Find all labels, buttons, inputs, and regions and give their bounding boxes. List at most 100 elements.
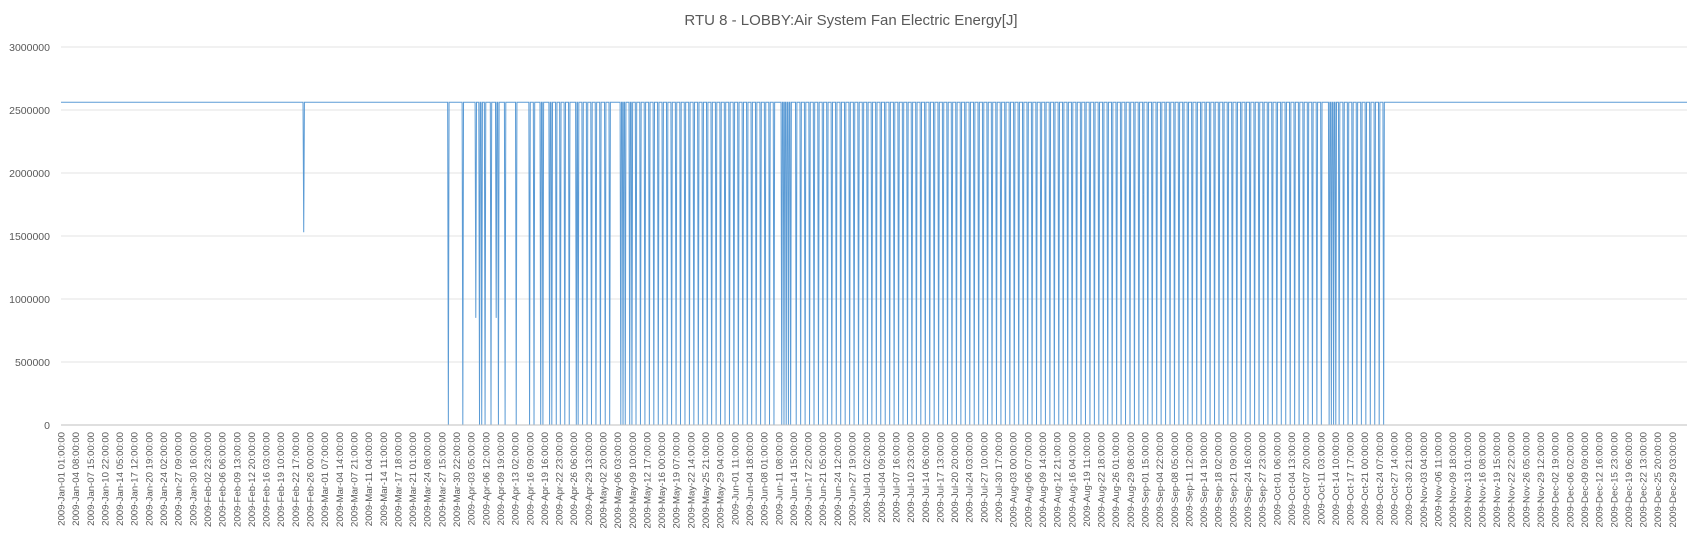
x-tick-label: 2009-Jan-17 12:00:00 bbox=[130, 432, 141, 526]
x-tick-label: 2009-Nov-16 08:00:00 bbox=[1477, 432, 1488, 527]
x-tick-label: 2009-Aug-03 00:00:00 bbox=[1009, 432, 1020, 527]
x-tick-label: 2009-Dec-29 03:00:00 bbox=[1668, 432, 1679, 527]
y-axis-ticks: 0 500000 1000000 1500000 2000000 2500000 30000… bbox=[9, 42, 50, 432]
x-tick-label: 2009-Dec-19 06:00:00 bbox=[1624, 432, 1635, 527]
x-tick-label: 2009-Sep-18 02:00:00 bbox=[1214, 432, 1225, 527]
x-tick-label: 2009-Aug-29 08:00:00 bbox=[1126, 432, 1137, 527]
x-tick-label: 2009-Mar-27 15:00:00 bbox=[437, 432, 448, 527]
x-tick-label: 2009-May-22 14:00:00 bbox=[686, 432, 697, 529]
x-tick-label: 2009-Oct-11 03:00:00 bbox=[1316, 432, 1327, 525]
x-tick-label: 2009-Apr-13 02:00:00 bbox=[511, 432, 522, 525]
x-tick-label: 2009-Jun-04 18:00:00 bbox=[745, 432, 756, 526]
x-tick-label: 2009-Feb-06 06:00:00 bbox=[218, 432, 229, 527]
x-tick-label: 2009-Jan-30 16:00:00 bbox=[188, 432, 199, 526]
x-tick-label: 2009-Mar-11 04:00:00 bbox=[364, 432, 375, 526]
x-tick-label: 2009-Mar-17 18:00:00 bbox=[393, 432, 404, 527]
x-tick-label: 2009-Nov-19 15:00:00 bbox=[1492, 432, 1503, 527]
y-tick-label: 2500000 bbox=[9, 105, 50, 117]
x-axis-ticks: 2009-Jan-01 01:00:00 2009-Jan-04 08:00:00… bbox=[57, 432, 1679, 529]
x-tick-label: 2009-Jan-07 15:00:00 bbox=[86, 432, 97, 526]
x-tick-label: 2009-Dec-22 13:00:00 bbox=[1639, 432, 1650, 527]
x-tick-label: 2009-Jul-17 13:00:00 bbox=[935, 432, 946, 523]
grid-layer bbox=[61, 46, 1687, 363]
x-tick-label: 2009-Feb-12 20:00:00 bbox=[247, 432, 258, 527]
x-tick-label: 2009-Aug-09 14:00:00 bbox=[1038, 432, 1049, 527]
chart-title: RTU 8 - LOBBY:Air System Fan Electric En… bbox=[684, 12, 1017, 29]
x-tick-label: 2009-Jul-30 17:00:00 bbox=[994, 432, 1005, 523]
x-tick-label: 2009-Jan-14 05:00:00 bbox=[115, 432, 126, 526]
x-tick-label: 2009-May-06 03:00:00 bbox=[613, 432, 624, 529]
x-tick-label: 2009-May-09 10:00:00 bbox=[628, 432, 639, 529]
x-tick-label: 2009-Apr-09 19:00:00 bbox=[496, 432, 507, 525]
x-tick-label: 2009-Oct-14 10:00:00 bbox=[1331, 432, 1342, 525]
x-tick-label: 2009-Jun-14 15:00:00 bbox=[789, 432, 800, 526]
x-tick-label: 2009-Nov-29 12:00:00 bbox=[1536, 432, 1547, 527]
x-tick-label: 2009-Nov-26 05:00:00 bbox=[1521, 432, 1532, 527]
x-tick-label: 2009-Sep-08 05:00:00 bbox=[1170, 432, 1181, 527]
x-tick-label: 2009-Dec-06 02:00:00 bbox=[1565, 432, 1576, 527]
x-tick-label: 2009-May-19 07:00:00 bbox=[672, 432, 683, 529]
x-tick-label: 2009-Mar-04 14:00:00 bbox=[335, 432, 346, 527]
x-tick-label: 2009-Oct-24 07:00:00 bbox=[1375, 432, 1386, 525]
x-tick-label: 2009-Dec-02 19:00:00 bbox=[1551, 432, 1562, 527]
x-tick-label: 2009-Jun-01 11:00:00 bbox=[730, 432, 741, 525]
x-tick-label: 2009-Jan-20 19:00:00 bbox=[144, 432, 155, 526]
x-tick-label: 2009-May-12 17:00:00 bbox=[642, 432, 653, 529]
x-tick-label: 2009-Sep-04 22:00:00 bbox=[1155, 432, 1166, 527]
x-tick-label: 2009-Apr-19 16:00:00 bbox=[540, 432, 551, 525]
x-tick-label: 2009-Jun-24 12:00:00 bbox=[833, 432, 844, 526]
x-tick-label: 2009-Jan-24 02:00:00 bbox=[159, 432, 170, 526]
x-tick-label: 2009-Nov-03 04:00:00 bbox=[1419, 432, 1430, 527]
x-tick-label: 2009-Jul-14 06:00:00 bbox=[921, 432, 932, 523]
series-line bbox=[61, 101, 1687, 426]
x-tick-label: 2009-Mar-21 01:00:00 bbox=[408, 432, 419, 527]
x-tick-label: 2009-Oct-07 20:00:00 bbox=[1302, 432, 1313, 525]
x-tick-label: 2009-Jul-24 03:00:00 bbox=[965, 432, 976, 523]
x-tick-label: 2009-May-29 04:00:00 bbox=[716, 432, 727, 529]
x-tick-label: 2009-Sep-14 19:00:00 bbox=[1199, 432, 1210, 527]
x-tick-label: 2009-Apr-16 09:00:00 bbox=[525, 432, 536, 525]
x-tick-label: 2009-Jun-21 05:00:00 bbox=[818, 432, 829, 526]
x-tick-label: 2009-Dec-12 16:00:00 bbox=[1595, 432, 1606, 527]
x-tick-label: 2009-Oct-01 06:00:00 bbox=[1272, 432, 1283, 525]
x-tick-label: 2009-Jun-11 08:00:00 bbox=[774, 432, 785, 525]
x-tick-label: 2009-Jun-08 01:00:00 bbox=[760, 432, 771, 526]
x-tick-label: 2009-Jul-01 02:00:00 bbox=[862, 432, 873, 523]
x-tick-label: 2009-Nov-13 01:00:00 bbox=[1463, 432, 1474, 527]
x-tick-label: 2009-Oct-30 21:00:00 bbox=[1404, 432, 1415, 525]
x-tick-label: 2009-Apr-29 13:00:00 bbox=[584, 432, 595, 525]
x-tick-label: 2009-May-16 00:00:00 bbox=[657, 432, 668, 529]
x-tick-label: 2009-Feb-09 13:00:00 bbox=[232, 432, 243, 527]
x-tick-label: 2009-Dec-15 23:00:00 bbox=[1609, 432, 1620, 527]
x-tick-label: 2009-Aug-22 18:00:00 bbox=[1097, 432, 1108, 527]
x-tick-label: 2009-Feb-26 00:00:00 bbox=[306, 432, 317, 527]
x-tick-label: 2009-Jan-10 22:00:00 bbox=[100, 432, 111, 526]
x-tick-label: 2009-Nov-22 22:00:00 bbox=[1507, 432, 1518, 527]
series-layer bbox=[61, 101, 1687, 426]
x-tick-label: 2009-Aug-26 01:00:00 bbox=[1111, 432, 1122, 527]
x-tick-label: 2009-Mar-14 11:00:00 bbox=[379, 432, 390, 526]
x-tick-label: 2009-Sep-01 15:00:00 bbox=[1141, 432, 1152, 527]
x-tick-label: 2009-Oct-21 00:00:00 bbox=[1360, 432, 1371, 525]
x-tick-label: 2009-Apr-03 05:00:00 bbox=[467, 432, 478, 525]
x-tick-label: 2009-Feb-02 23:00:00 bbox=[203, 432, 214, 527]
y-tick-label: 500000 bbox=[15, 357, 50, 369]
x-tick-label: 2009-Sep-11 12:00:00 bbox=[1184, 432, 1195, 527]
x-tick-label: 2009-May-02 20:00:00 bbox=[599, 432, 610, 529]
y-tick-label: 3000000 bbox=[9, 42, 50, 54]
x-tick-label: 2009-Dec-25 20:00:00 bbox=[1653, 432, 1664, 527]
x-tick-label: 2009-Oct-04 13:00:00 bbox=[1287, 432, 1298, 525]
x-tick-label: 2009-Jul-04 09:00:00 bbox=[877, 432, 888, 523]
x-tick-label: 2009-Feb-22 17:00:00 bbox=[291, 432, 302, 527]
x-tick-label: 2009-Apr-26 06:00:00 bbox=[569, 432, 580, 525]
x-tick-label: 2009-Aug-19 11:00:00 bbox=[1082, 432, 1093, 527]
x-tick-label: 2009-Nov-09 18:00:00 bbox=[1448, 432, 1459, 527]
y-tick-label: 1500000 bbox=[9, 231, 50, 243]
y-tick-label: 0 bbox=[44, 420, 50, 432]
x-tick-label: 2009-Jul-10 23:00:00 bbox=[906, 432, 917, 523]
x-tick-label: 2009-Feb-19 10:00:00 bbox=[276, 432, 287, 527]
x-tick-label: 2009-Jul-27 10:00:00 bbox=[979, 432, 990, 523]
x-tick-label: 2009-Sep-24 16:00:00 bbox=[1243, 432, 1254, 527]
x-tick-label: 2009-Sep-27 23:00:00 bbox=[1258, 432, 1269, 527]
